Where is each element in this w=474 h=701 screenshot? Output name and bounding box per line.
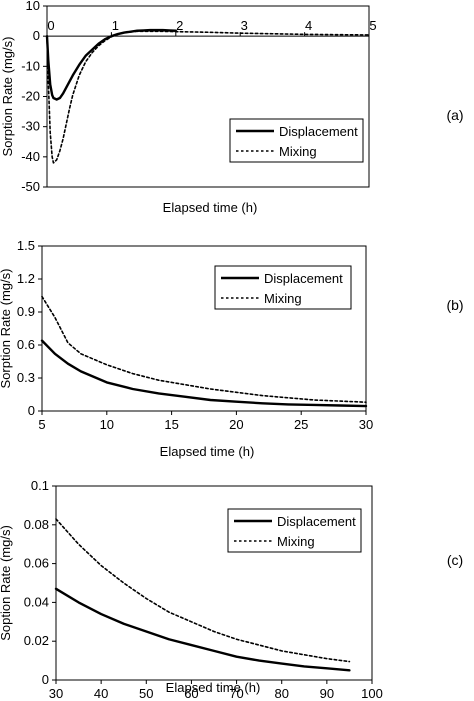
y-tick-label: 0 <box>42 672 49 687</box>
x-tick-label: 5 <box>369 18 376 33</box>
x-tick-label: 3 <box>241 18 248 33</box>
y-tick-label: 1.2 <box>17 271 35 286</box>
x-tick-label: 10 <box>100 417 114 432</box>
x-tick-label: 0 <box>47 18 54 33</box>
y-tick-label: 0 <box>33 28 40 43</box>
y-tick-label: 0.08 <box>24 517 49 532</box>
series-line-mixing <box>46 30 370 164</box>
y-tick-label: 0.1 <box>31 478 49 493</box>
y-tick-label: 0 <box>28 403 35 418</box>
x-tick-label: 20 <box>229 417 243 432</box>
legend-box <box>214 265 352 310</box>
x-tick-label: 15 <box>164 417 178 432</box>
y-tick-label: -30 <box>21 119 40 134</box>
legend-box <box>227 508 362 553</box>
x-tick-label: 5 <box>38 417 45 432</box>
x-tick-label: 100 <box>361 686 383 701</box>
x-axis-label: Elapsed time (h) <box>163 200 258 215</box>
legend-label-displacement: Displacement <box>279 124 358 139</box>
x-tick-label: 30 <box>49 686 63 701</box>
x-tick-label: 25 <box>294 417 308 432</box>
legend-label-displacement: Displacement <box>264 271 343 286</box>
series-line-displacement <box>45 28 178 101</box>
legend: Displacement Mixing <box>214 265 352 310</box>
x-tick-label: 70 <box>229 686 243 701</box>
x-axis-label: Elapsed time (h) <box>160 444 255 459</box>
panel-label: (a) <box>446 107 463 123</box>
x-tick-label: 50 <box>139 686 153 701</box>
legend-label-mixing: Mixing <box>277 534 315 549</box>
legend: Displacement Mixing <box>227 508 362 553</box>
legend: Displacement Mixing <box>229 118 364 163</box>
series-line-displacement <box>54 587 351 672</box>
x-axis-label: Elapsed time (h) <box>166 680 261 695</box>
legend-label-mixing: Mixing <box>264 291 302 306</box>
x-tick-label: 60 <box>184 686 198 701</box>
x-tick-label: 1 <box>112 18 119 33</box>
y-tick-label: 0.02 <box>24 633 49 648</box>
y-axis-label: Soption Rate (mg/s) <box>0 525 13 641</box>
panel-label: (c) <box>447 552 463 568</box>
legend-box <box>229 118 364 163</box>
y-tick-label: 0.06 <box>24 556 49 571</box>
y-tick-label: 10 <box>26 0 40 13</box>
chart-panel-2: 0 0.3 0.6 0.9 1.2 1.5 5 10 15 20 25 30 Displacement M… <box>0 238 464 459</box>
x-tick-label: 40 <box>94 686 108 701</box>
x-tick-label: 4 <box>305 18 312 33</box>
y-tick-label: -50 <box>21 179 40 194</box>
panel-label: (b) <box>446 297 463 313</box>
plot-area-frame <box>55 485 373 681</box>
series-line-displacement <box>40 339 368 408</box>
legend-label-mixing: Mixing <box>279 144 317 159</box>
x-tick-label: 2 <box>176 18 183 33</box>
series-line-mixing <box>41 295 367 404</box>
y-tick-label: 0.04 <box>24 594 49 609</box>
y-tick-label: 0.6 <box>17 337 35 352</box>
y-tick-label: -20 <box>21 89 40 104</box>
y-tick-label: 0.9 <box>17 304 35 319</box>
y-tick-label: 1.5 <box>17 238 35 253</box>
chart-panel-1: -50 -40 -30 -20 -10 0 10 0 1 2 3 4 5 Displacement Mixi… <box>0 0 464 215</box>
y-tick-label: -40 <box>21 149 40 164</box>
x-tick-label: 30 <box>359 417 373 432</box>
legend-label-displacement: Displacement <box>277 514 356 529</box>
chart-panel-3: 0 0.02 0.04 0.06 0.08 0.1 30 40 50 60 70 80 90 100 Dis… <box>0 478 463 701</box>
x-tick-label: 80 <box>274 686 288 701</box>
y-axis-label: Sorption Rate (mg/s) <box>0 37 15 157</box>
plot-area-frame <box>41 245 367 412</box>
series-line-mixing <box>55 518 351 663</box>
y-tick-label: -10 <box>21 58 40 73</box>
y-axis-label: Sorption Rate (mg/s) <box>0 269 13 389</box>
x-tick-label: 90 <box>320 686 334 701</box>
y-tick-label: 0.3 <box>17 370 35 385</box>
